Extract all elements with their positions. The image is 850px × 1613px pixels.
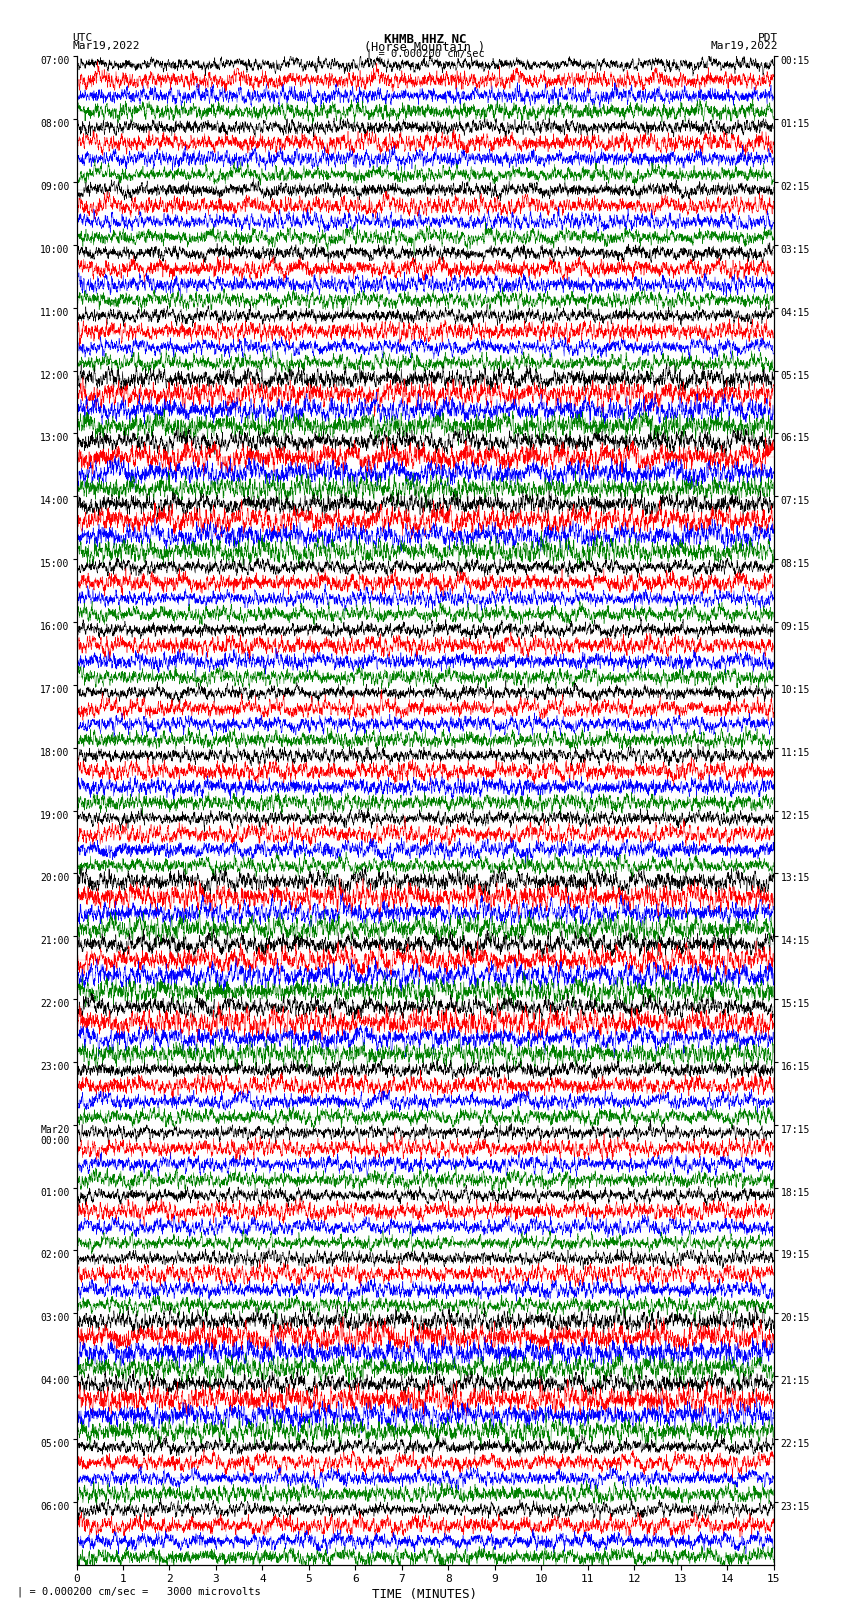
- Text: Mar19,2022: Mar19,2022: [711, 40, 778, 50]
- Text: Mar19,2022: Mar19,2022: [72, 40, 139, 50]
- Text: KHMB HHZ NC: KHMB HHZ NC: [383, 32, 467, 47]
- Text: | = 0.000200 cm/sec =   3000 microvolts: | = 0.000200 cm/sec = 3000 microvolts: [17, 1586, 261, 1597]
- Text: PDT: PDT: [757, 32, 778, 44]
- Text: UTC: UTC: [72, 32, 93, 44]
- Text: (Horse Mountain ): (Horse Mountain ): [365, 40, 485, 53]
- Text: | = 0.000200 cm/sec: | = 0.000200 cm/sec: [366, 48, 484, 60]
- X-axis label: TIME (MINUTES): TIME (MINUTES): [372, 1589, 478, 1602]
